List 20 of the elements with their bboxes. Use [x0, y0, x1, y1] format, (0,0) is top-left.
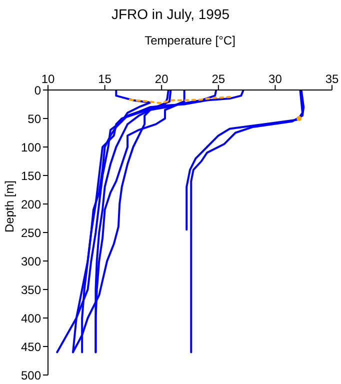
x-tick-label: 15 [98, 72, 112, 86]
y-tick-label: 100 [20, 140, 42, 154]
y-tick-label: 200 [20, 197, 42, 212]
y-tick-label: 400 [20, 311, 42, 326]
y-tick-label: 0 [34, 83, 42, 98]
y-axis-title: Depth [m] [2, 180, 16, 232]
y-tick-label: 150 [20, 168, 42, 183]
y-tick-label: 50 [28, 112, 42, 126]
chart-title: JFRO in July, 1995 [110, 6, 230, 22]
x-tick-label: 30 [268, 72, 282, 86]
x-tick-label: 25 [212, 72, 226, 86]
y-tick-label: 450 [20, 340, 42, 354]
x-tick-label: 10 [41, 72, 55, 86]
y-tick-label: 350 [20, 282, 42, 297]
x-tick-label: 35 [325, 72, 339, 86]
y-tick-label: 300 [20, 254, 42, 268]
y-tick-label: 500 [20, 368, 42, 382]
x-axis-title: Temperature [°C] [144, 34, 236, 48]
x-tick-label: 20 [154, 72, 169, 86]
y-tick-label: 250 [20, 226, 42, 240]
